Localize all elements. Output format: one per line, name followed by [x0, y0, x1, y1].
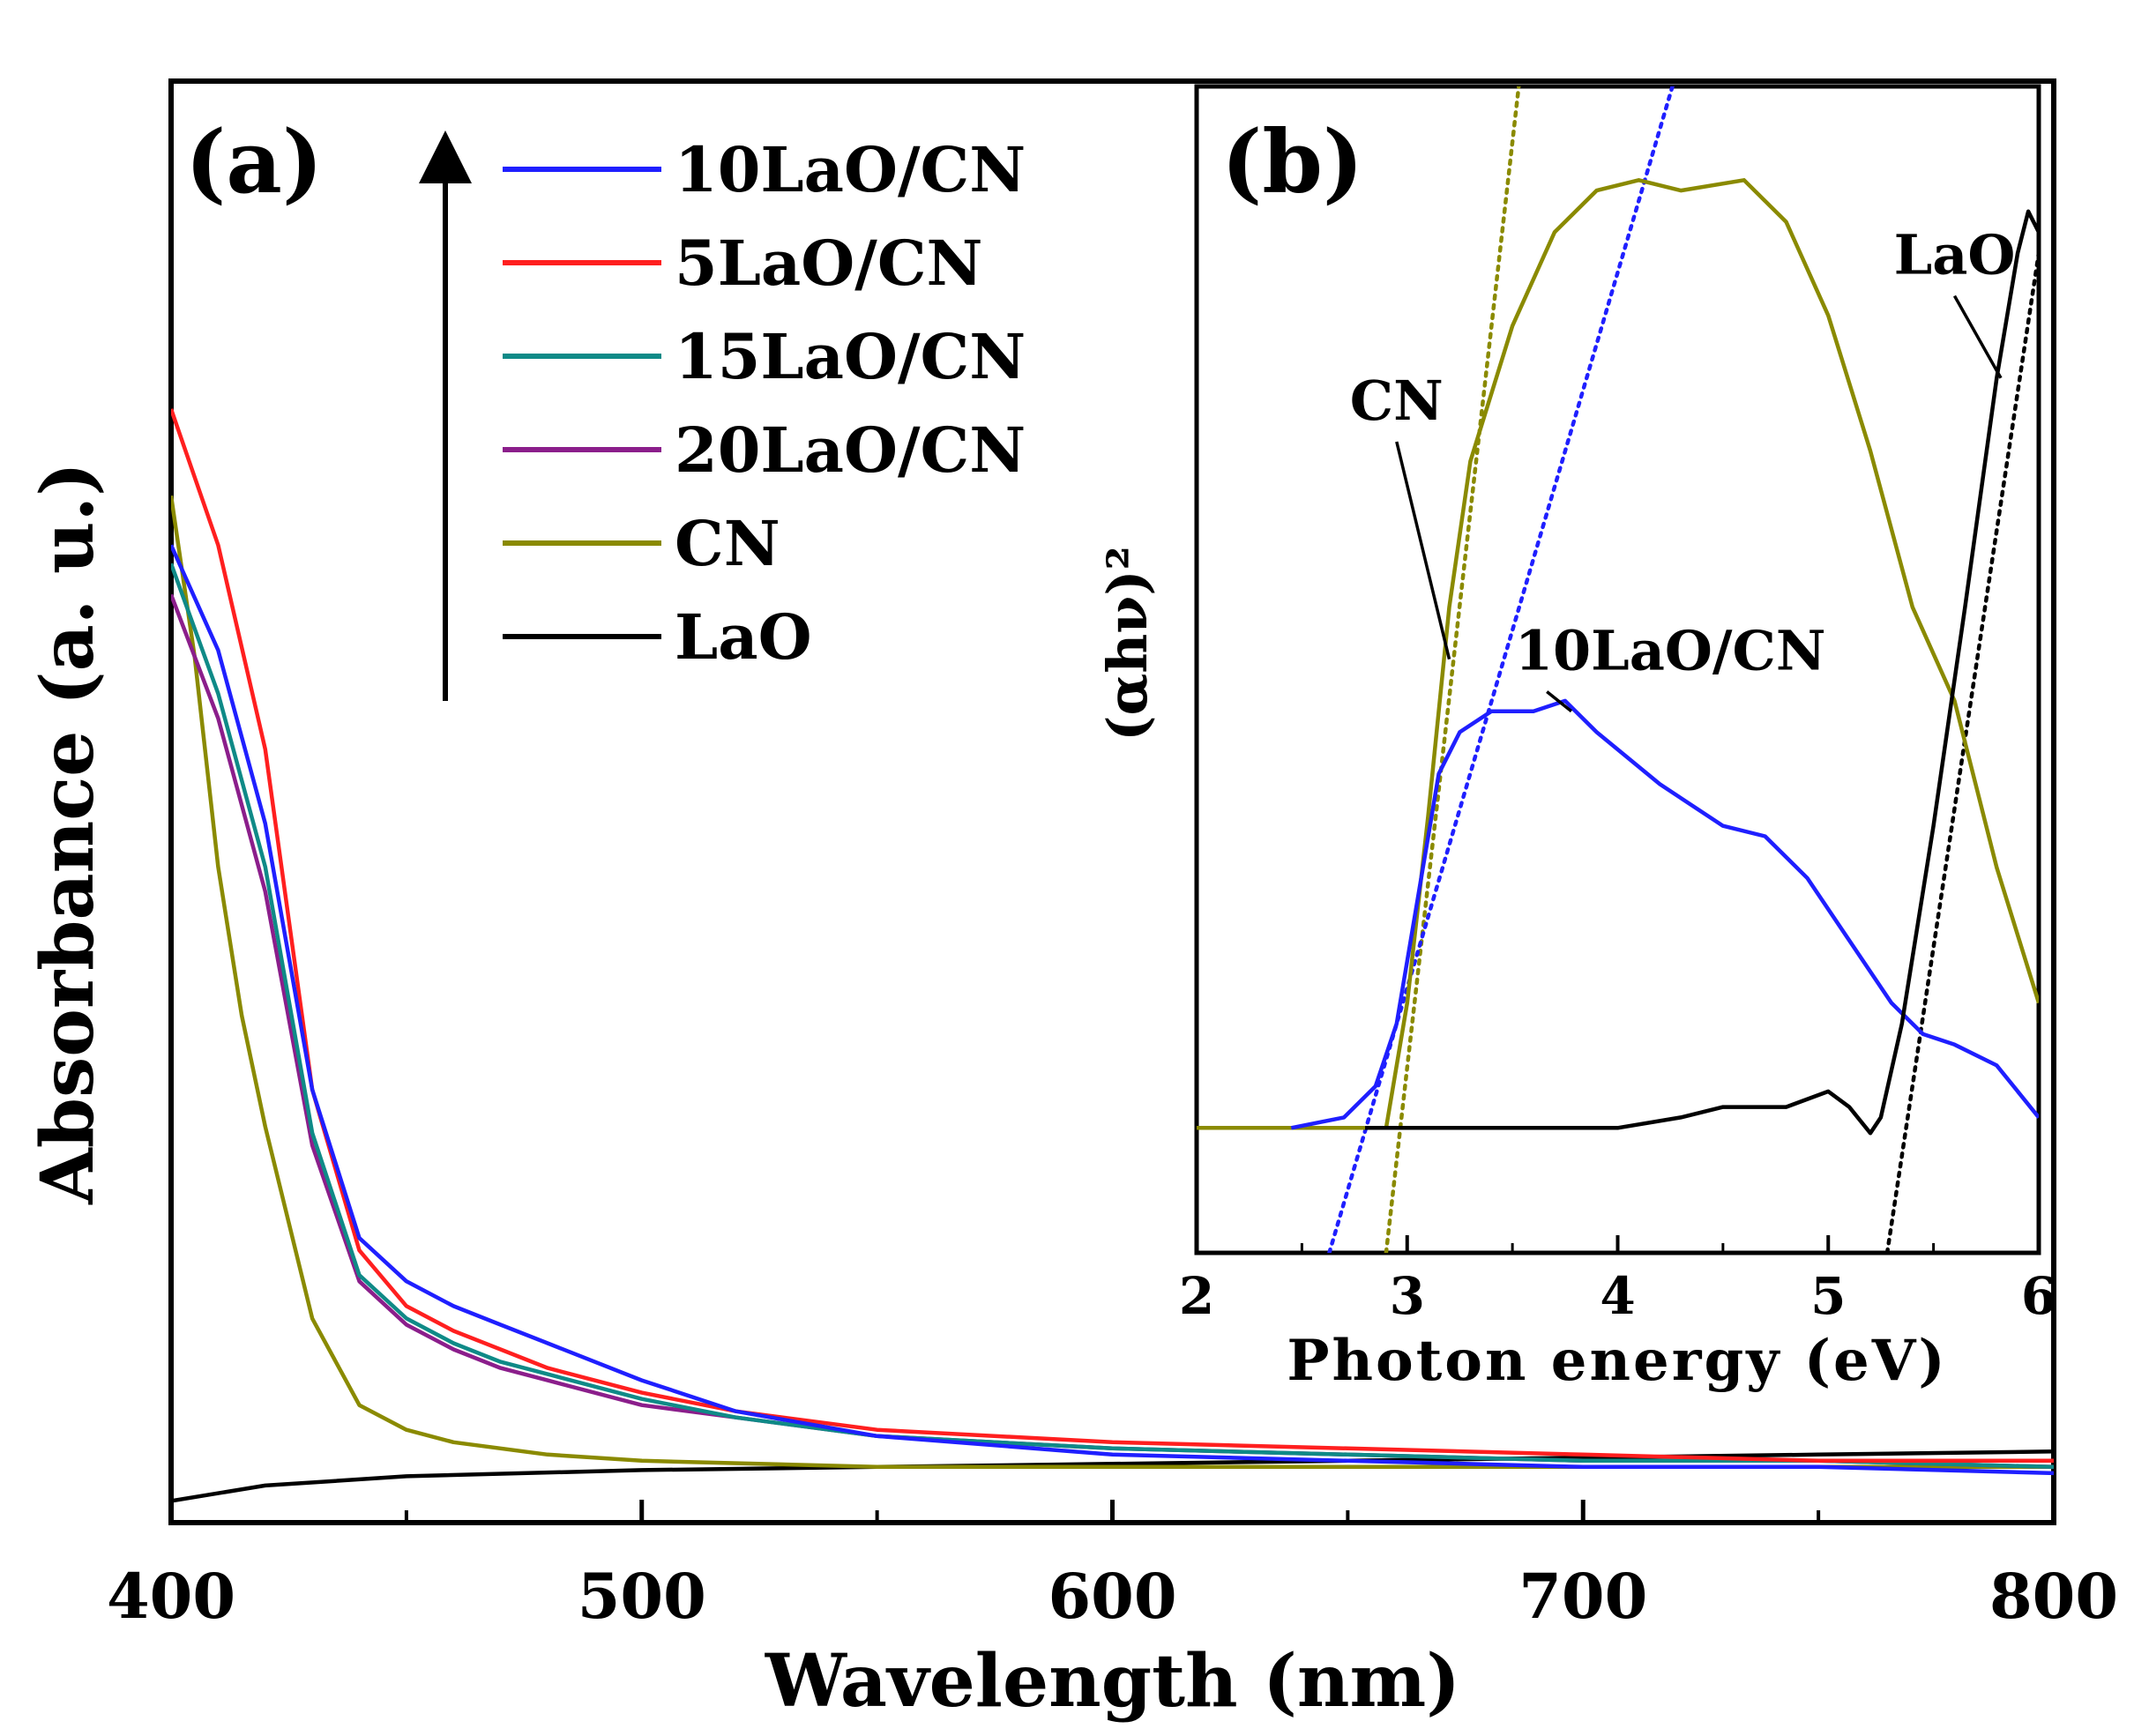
- legend-label-20lao-cn: 20LaO/CN: [675, 414, 1026, 487]
- series-line-15lao-cn: [171, 563, 2054, 1470]
- series-line-cn: [171, 495, 2054, 1470]
- panel-b-ticks: 2 3 4 5 6: [1179, 1235, 2056, 1326]
- panel-b-x-axis-label: Photon energy (eV): [1287, 1328, 1947, 1394]
- annotation-pointer-cn: [1395, 441, 1451, 660]
- legend-label-10lao-cn: 10LaO/CN: [675, 133, 1026, 206]
- inset-series-line-lao: [1365, 209, 2039, 1136]
- annotation-10lao-cn: 10LaO/CN: [1515, 619, 1826, 683]
- panel-b-y-axis-label: (αhν)²: [1095, 546, 1160, 741]
- fit-line-cn-fit: [1384, 86, 1521, 1253]
- legend-label-5lao-cn: 5LaO/CN: [675, 227, 983, 300]
- annotation-pointer-10lao-cn: [1546, 690, 1573, 713]
- series-line-10lao-cn: [171, 544, 2054, 1476]
- panel-b-annotations: CN 10LaO/CN LaO: [1350, 223, 2016, 713]
- inset-x-tick-label-5: 5: [1810, 1266, 1846, 1326]
- legend-label-cn: CN: [675, 507, 780, 580]
- annotation-cn: CN: [1350, 369, 1444, 433]
- x-tick-label-700: 700: [1518, 1560, 1647, 1633]
- annotation-pointer-lao: [1952, 294, 2003, 379]
- inset-x-tick-label-3: 3: [1390, 1266, 1425, 1326]
- panel-a-y-axis-label: Absorbance (a. u.): [26, 462, 110, 1205]
- inset-x-tick-label-4: 4: [1600, 1266, 1635, 1326]
- x-tick-label-600: 600: [1048, 1560, 1176, 1633]
- legend-label-15lao-cn: 15LaO/CN: [675, 320, 1026, 393]
- panel-a-series: [171, 408, 2054, 1503]
- annotation-lao: LaO: [1894, 223, 2016, 287]
- panel-b-inset: 2 3 4 5 6 CN 10LaO/CN LaO (b) Photon energy (e…: [1095, 84, 2056, 1394]
- inset-series-line-cn: [1197, 178, 2039, 1130]
- fit-line-lao-fit: [1884, 250, 2039, 1253]
- panel-a-ticks: 400 500 600 700 800: [107, 1500, 2118, 1633]
- inset-x-tick-label-2: 2: [1179, 1266, 1214, 1326]
- panel-b-series: [1197, 86, 2039, 1253]
- legend: 10LaO/CN 5LaO/CN 15LaO/CN 20LaO/CN CN LaO: [503, 133, 1026, 674]
- panel-a-label: (a): [185, 112, 323, 213]
- panel-a-x-axis-label: Wavelength (nm): [765, 1639, 1460, 1724]
- panel-b-label: (b): [1221, 112, 1363, 213]
- x-tick-label-800: 800: [1989, 1560, 2118, 1633]
- inset-series-line-10lao-cn: [1290, 698, 2039, 1130]
- x-tick-label-400: 400: [107, 1560, 235, 1633]
- series-line-5lao-cn: [171, 408, 2054, 1464]
- x-tick-label-500: 500: [578, 1560, 706, 1633]
- inset-x-tick-label-6: 6: [2021, 1266, 2056, 1326]
- panel-b-frame: [1194, 84, 2041, 1255]
- legend-label-lao: LaO: [675, 600, 812, 674]
